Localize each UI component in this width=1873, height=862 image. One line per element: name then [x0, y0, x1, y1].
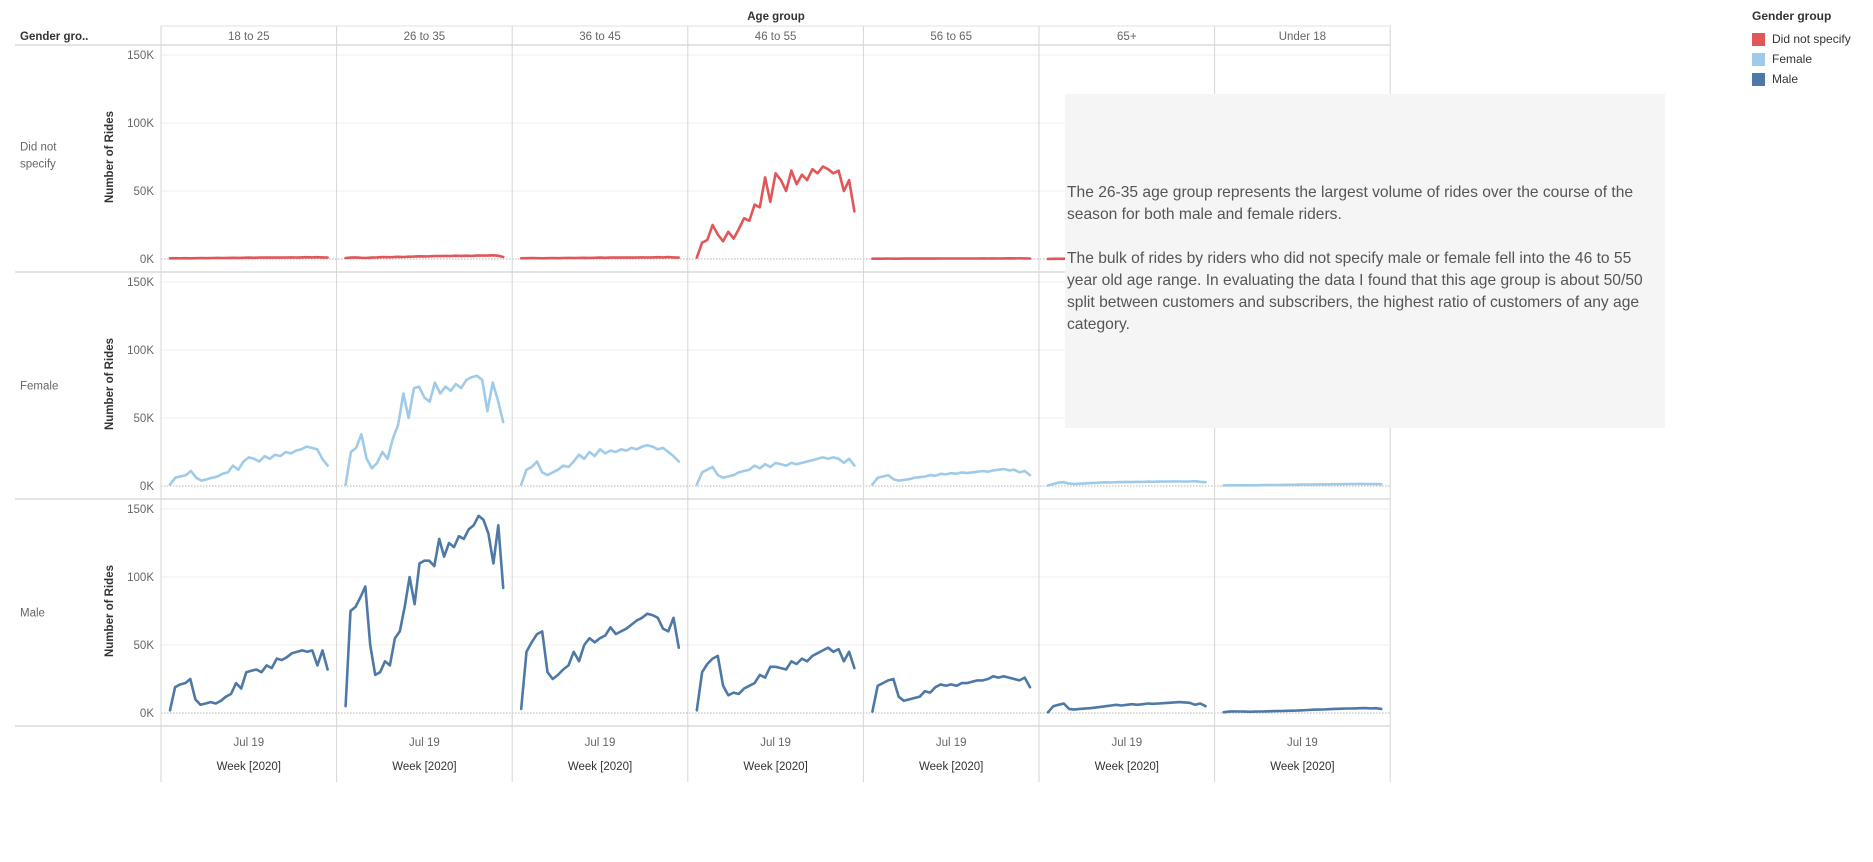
legend-label: Female — [1772, 52, 1813, 66]
y-axis-label: Number of Rides — [104, 565, 116, 657]
column-header-under-18: Under 18 — [1279, 31, 1326, 43]
y-tick-label: 150K — [127, 277, 154, 289]
x-axis-title: Week [2020] — [568, 761, 632, 773]
series-line-female-26-to-35 — [344, 374, 505, 486]
x-axis-title: Week [2020] — [743, 761, 807, 773]
x-tick-label: Jul 19 — [936, 737, 967, 749]
x-tick-label: Jul 19 — [760, 737, 791, 749]
x-axis-title: Week [2020] — [217, 761, 281, 773]
series-line-female-36-to-45 — [519, 443, 681, 486]
series-line-male-46-to-55 — [695, 646, 856, 712]
column-header-65: 65+ — [1117, 31, 1137, 43]
legend-title: Gender group — [1752, 9, 1832, 23]
series-line-did-not-specify-26-to-35 — [344, 254, 505, 260]
legend: Gender group Did not specify Female Male — [1752, 9, 1873, 89]
legend-swatch — [1752, 72, 1765, 86]
y-tick-label: 0K — [140, 708, 154, 720]
y-tick-label: 50K — [134, 186, 155, 198]
series-line-male-18-to-25 — [168, 649, 329, 712]
y-tick-label: 100K — [127, 118, 154, 130]
series-line-female-56-to-65 — [871, 467, 1032, 486]
annotation-paragraph: The 26-35 age group represents the large… — [1067, 184, 1634, 223]
legend-item-did-not-specify[interactable]: Did not specify — [1752, 29, 1873, 49]
y-axis-label: Number of Rides — [104, 338, 116, 430]
x-tick-label: Jul 19 — [233, 737, 264, 749]
series-line-male-26-to-35 — [344, 514, 505, 708]
x-axis-title: Week [2020] — [1270, 761, 1334, 773]
annotation-paragraph: The bulk of rides by riders who did not … — [1067, 250, 1643, 333]
annotation-box: The 26-35 age group represents the large… — [1065, 94, 1665, 428]
series-line-did-not-specify-18-to-25 — [168, 255, 329, 260]
series-line-did-not-specify-46-to-55 — [695, 165, 856, 259]
x-tick-label: Jul 19 — [1287, 737, 1318, 749]
x-tick-label: Jul 19 — [1111, 737, 1142, 749]
series-line-male-36-to-45 — [519, 612, 681, 711]
column-header-18-to-25: 18 to 25 — [228, 31, 270, 43]
column-header-36-to-45: 36 to 45 — [579, 31, 621, 43]
series-line-male-56-to-65 — [871, 674, 1032, 713]
legend-item-female[interactable]: Female — [1752, 49, 1873, 69]
row-label-female: Female — [20, 381, 58, 393]
series-line-male-under-18 — [1222, 706, 1383, 714]
series-line-female-under-18 — [1222, 482, 1383, 487]
legend-swatch — [1752, 32, 1765, 46]
row-label-did-not-specify: specify — [20, 159, 56, 171]
y-tick-label: 0K — [140, 254, 154, 266]
legend-label: Did not specify — [1772, 32, 1851, 46]
y-tick-label: 150K — [127, 504, 154, 516]
y-tick-label: 100K — [127, 572, 154, 584]
x-axis-title: Week [2020] — [919, 761, 983, 773]
row-group-header: Gender gro.. — [20, 31, 88, 43]
series-line-female-65 — [1046, 479, 1207, 487]
column-header-46-to-55: 46 to 55 — [755, 31, 797, 43]
y-tick-label: 50K — [134, 640, 155, 652]
x-tick-label: Jul 19 — [409, 737, 440, 749]
series-line-male-65 — [1046, 700, 1207, 714]
y-tick-label: 50K — [134, 413, 155, 425]
column-header-56-to-65: 56 to 65 — [930, 31, 972, 43]
legend-item-male[interactable]: Male — [1752, 69, 1873, 89]
y-axis-label: Number of Rides — [104, 111, 116, 203]
row-label-male: Male — [20, 608, 45, 620]
legend-label: Male — [1772, 72, 1799, 86]
legend-swatch — [1752, 52, 1765, 66]
x-tick-label: Jul 19 — [585, 737, 616, 749]
x-axis-title: Week [2020] — [1095, 761, 1159, 773]
y-tick-label: 150K — [127, 50, 154, 62]
series-line-did-not-specify-36-to-45 — [519, 255, 681, 260]
column-group-title: Age group — [747, 11, 805, 23]
x-axis-title: Week [2020] — [392, 761, 456, 773]
column-header-26-to-35: 26 to 35 — [404, 31, 446, 43]
y-tick-label: 0K — [140, 481, 154, 493]
series-line-female-18-to-25 — [168, 445, 329, 486]
y-tick-label: 100K — [127, 345, 154, 357]
series-line-female-46-to-55 — [695, 456, 856, 486]
row-label-did-not-specify: Did not — [20, 142, 57, 154]
